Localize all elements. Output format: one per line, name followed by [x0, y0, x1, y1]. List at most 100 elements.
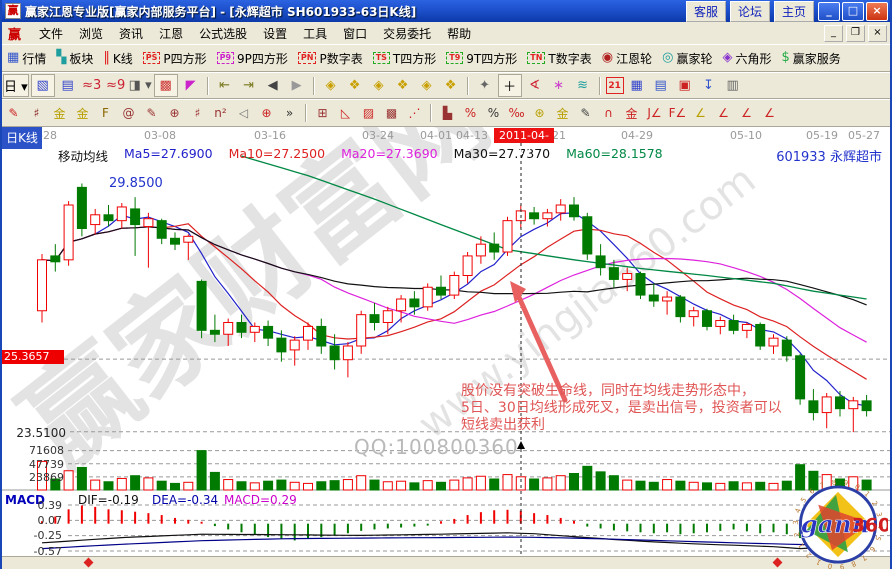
angle2-tool[interactable]: ∠	[718, 106, 729, 120]
next-bar-button[interactable]: ▶	[291, 78, 302, 93]
histogram-tool[interactable]: ▙	[442, 106, 453, 120]
square-n2-tool[interactable]: n²	[214, 106, 227, 120]
wave3-button[interactable]: ≈3	[82, 78, 102, 93]
toolbar-sectors[interactable]: ▚ 板块	[56, 50, 93, 67]
wave9-button[interactable]: ≈9	[106, 78, 126, 93]
pan-left-button[interactable]: ◈	[325, 78, 336, 93]
grid-tool[interactable]: ♯	[194, 106, 201, 120]
toolbar-p-square[interactable]: PS P四方形	[142, 50, 207, 67]
j-angle-tool[interactable]: J∠	[647, 106, 662, 120]
price-pencil-tool[interactable]: ✎	[580, 106, 591, 120]
scroll-marker-left[interactable]	[83, 557, 94, 568]
mdi-close-button[interactable]: ×	[868, 24, 887, 42]
gold-line-tool[interactable]: 金	[556, 106, 569, 121]
mdi-minimize-button[interactable]: _	[824, 24, 843, 42]
calendar-button[interactable]: 21	[605, 77, 624, 94]
fan-grid-tool[interactable]: ▩	[385, 106, 398, 120]
menu-item-公式选股[interactable]: 公式选股	[199, 26, 248, 41]
fan-box-tool[interactable]: ▨	[362, 106, 375, 120]
candle-style-button[interactable]: ◨ ▾	[128, 78, 152, 93]
scroll-marker-right[interactable]	[772, 557, 783, 568]
gold-angle-tool[interactable]: 金	[625, 106, 638, 121]
angle4-tool[interactable]: ∠	[764, 106, 775, 120]
spiral-tool[interactable]: @	[122, 106, 135, 120]
homepage-button[interactable]: 主页	[773, 0, 814, 22]
fan-tool[interactable]: ◺	[340, 106, 351, 120]
print-button[interactable]: ▥	[726, 78, 739, 93]
toolbar-9p-square[interactable]: P9 9P四方形	[216, 50, 288, 67]
marker-tool[interactable]: ✎	[146, 106, 157, 120]
angle-tool-button[interactable]: ∢	[529, 78, 541, 93]
menu-item-文件[interactable]: 文件	[39, 26, 64, 41]
fibonacci-tool[interactable]: F	[102, 106, 109, 120]
compress-button[interactable]: ◈	[421, 78, 432, 93]
menu-item-窗口[interactable]: 窗口	[343, 26, 368, 41]
ruler-grid-tool[interactable]: ♯	[33, 106, 40, 120]
permille-tool[interactable]: ‰	[508, 106, 525, 120]
macd-layer	[41, 505, 868, 550]
toolbar-service[interactable]: $ 赢家服务	[782, 50, 841, 67]
forum-button[interactable]: 论坛	[729, 0, 770, 22]
toolbar-p-table[interactable]: PN P数字表	[297, 50, 363, 67]
gold-grid-tool[interactable]: 金	[53, 106, 66, 121]
speed-angle-tool[interactable]: ∠	[695, 106, 706, 120]
sketch-button[interactable]: ▩	[153, 74, 178, 97]
period-label[interactable]: 日K线	[2, 127, 42, 149]
menu-item-交易委托[interactable]: 交易委托	[383, 26, 432, 41]
toolbar-t-table[interactable]: TN T数字表	[527, 50, 592, 67]
gold-grid2-tool[interactable]: 金	[76, 106, 89, 121]
menu-item-资讯[interactable]: 资讯	[119, 26, 144, 41]
flag-tool[interactable]: ◁	[238, 106, 249, 120]
toolbar-kline[interactable]: ‖ K线	[103, 50, 132, 67]
customer-service-button[interactable]: 客服	[685, 0, 726, 22]
pencil-tool[interactable]: ✎	[8, 106, 19, 120]
percent-line-tool[interactable]: %	[464, 106, 477, 120]
toolbar-t-square[interactable]: TS T四方形	[372, 50, 436, 67]
menu-item-帮助[interactable]: 帮助	[447, 26, 472, 41]
cycle-tool[interactable]: ⊕	[169, 106, 180, 120]
zigzag-icon-button[interactable]: ▧	[30, 74, 55, 97]
calculator-button[interactable]: ▦	[630, 78, 643, 93]
crosshair-tool-button[interactable]: ＋	[497, 74, 522, 97]
toolbar-quotes[interactable]: ▦ 行情	[7, 50, 46, 67]
hand-tool-button[interactable]: ✦	[479, 78, 491, 93]
percent-tool[interactable]: %	[487, 106, 500, 120]
toolbar-gann-wheel[interactable]: ◉ 江恩轮	[602, 50, 652, 67]
maximize-button[interactable]: □	[842, 1, 864, 21]
menu-item-设置[interactable]: 设置	[263, 26, 288, 41]
menu-item-浏览[interactable]: 浏览	[79, 26, 104, 41]
f-angle-tool[interactable]: F∠	[668, 106, 687, 120]
gann-flower-button[interactable]: ∗	[553, 78, 565, 93]
goto-first-button[interactable]: ⇤	[219, 78, 231, 93]
chart-flag-button[interactable]: ◤	[185, 78, 196, 93]
gold-circle-tool[interactable]: ⊛	[534, 106, 545, 120]
close-button[interactable]: ×	[866, 1, 888, 21]
export-button[interactable]: ↧	[703, 78, 715, 93]
menu-item-江恩[interactable]: 江恩	[159, 26, 184, 41]
toolbar-9t-square[interactable]: T9 9T四方形	[446, 50, 517, 67]
rays-tool[interactable]: ⋰	[408, 106, 421, 120]
box-tool[interactable]: ⊞	[317, 106, 328, 120]
toolbar-hexagon[interactable]: ◈ 六角形	[722, 50, 771, 67]
bottom-scroll-strip[interactable]	[2, 556, 890, 569]
minimize-button[interactable]: _	[818, 1, 840, 21]
period-button[interactable]: 日 ▾	[3, 74, 29, 97]
goto-last-button[interactable]: ⇥	[243, 78, 255, 93]
save-button[interactable]: ▣	[678, 78, 691, 93]
expand-button[interactable]: ❖	[444, 78, 457, 93]
menu-item-工具[interactable]: 工具	[303, 26, 328, 41]
zoom-out-button[interactable]: ❖	[396, 78, 409, 93]
angle3-tool[interactable]: ∠	[741, 106, 752, 120]
mdi-restore-button[interactable]: ❐	[846, 24, 865, 42]
pan-right-button[interactable]: ❖	[348, 78, 361, 93]
zoom-in-button[interactable]: ◈	[373, 78, 384, 93]
detail-list-button[interactable]: ▤	[61, 78, 74, 93]
compass-tool[interactable]: ⊕	[261, 106, 272, 120]
wave-tool-button[interactable]: ≋	[577, 78, 589, 93]
toolbar-winner-wheel[interactable]: ◎ 赢家轮	[662, 50, 712, 67]
more-tools-button[interactable]: »	[285, 106, 294, 120]
memo-button[interactable]: ▤	[654, 78, 667, 93]
prev-bar-button[interactable]: ◀	[267, 78, 278, 93]
arc-tool[interactable]: ∩	[604, 106, 613, 120]
